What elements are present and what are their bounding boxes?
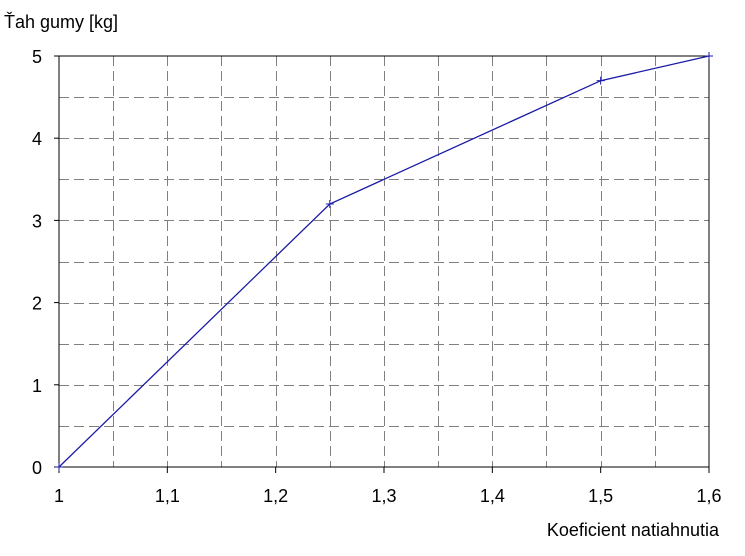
x-tick-label: 1,6 <box>696 486 721 506</box>
x-tick-label: 1,3 <box>371 486 396 506</box>
data-point <box>55 463 63 471</box>
x-axis-title: Koeficient natiahnutia <box>547 520 720 540</box>
x-tick-label: 1,2 <box>263 486 288 506</box>
data-point <box>596 76 605 85</box>
x-tick-label: 1,1 <box>155 486 180 506</box>
x-tick-label: 1,5 <box>588 486 613 506</box>
y-tick-label: 3 <box>32 211 42 231</box>
grid-lines <box>59 56 709 467</box>
x-tick-label: 1,4 <box>480 486 505 506</box>
y-axis-title: Ťah gumy [kg] <box>4 12 118 32</box>
y-tick-label: 1 <box>32 376 42 396</box>
y-tick-label: 5 <box>32 47 42 67</box>
y-tick-label: 4 <box>32 129 42 149</box>
y-tick-label: 0 <box>32 458 42 478</box>
data-point <box>325 199 334 208</box>
y-tick-label: 2 <box>32 294 42 314</box>
x-tick-label: 1 <box>54 486 64 506</box>
series-layer <box>55 52 713 471</box>
y-axis-ticks: 0 1 2 3 4 5 <box>32 47 59 478</box>
x-axis-ticks: 1 1,1 1,2 1,3 1,4 1,5 1,6 <box>54 467 722 506</box>
data-point <box>705 52 713 60</box>
series-line <box>58 55 710 468</box>
